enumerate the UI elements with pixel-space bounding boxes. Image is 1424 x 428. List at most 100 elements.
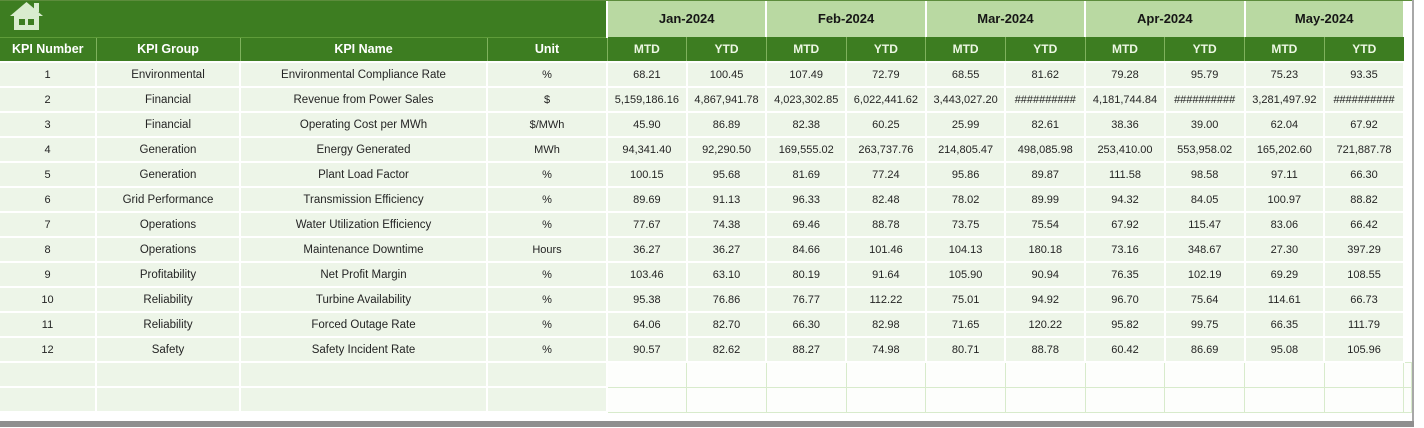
cell-value[interactable]: 107.49 (766, 62, 848, 88)
cell-kpi-number[interactable]: 11 (0, 312, 97, 338)
empty-month-cell[interactable] (1084, 361, 1166, 388)
cell-value[interactable]: 66.30 (766, 312, 848, 338)
cell-value[interactable]: 67.92 (1324, 112, 1405, 138)
cell-value[interactable]: 120.22 (1005, 312, 1087, 338)
cell-value[interactable]: 84.66 (766, 237, 848, 263)
subheader-apr-2024-mtd[interactable]: MTD (1084, 37, 1165, 63)
cell-kpi-name[interactable]: Forced Outage Rate (240, 312, 488, 338)
empty-month-cell[interactable] (765, 361, 847, 388)
empty-month-cell[interactable] (1084, 386, 1166, 413)
empty-month-cell[interactable] (1164, 361, 1245, 388)
cell-value[interactable]: 38.36 (1085, 112, 1166, 138)
cell-value[interactable]: 101.46 (846, 237, 927, 263)
empty-month-cell[interactable] (1323, 361, 1405, 388)
cell-value[interactable]: 94.32 (1085, 187, 1166, 213)
cell-value[interactable]: 88.27 (766, 337, 848, 363)
cell-value[interactable]: 83.06 (1244, 212, 1326, 238)
cell-value[interactable]: 180.18 (1005, 237, 1087, 263)
cell-value[interactable]: 69.46 (766, 212, 848, 238)
cell-value[interactable]: 3,443,027.20 (925, 87, 1007, 113)
cell-value[interactable]: 111.58 (1085, 162, 1166, 188)
cell-value[interactable]: 105.96 (1324, 337, 1405, 363)
cell-value[interactable]: 77.67 (607, 212, 688, 238)
cell-value[interactable]: 95.68 (686, 162, 768, 188)
cell-value[interactable]: 95.08 (1244, 337, 1326, 363)
cell-value[interactable]: 76.86 (686, 287, 768, 313)
empty-left-cell[interactable] (96, 387, 241, 413)
cell-value[interactable]: 95.79 (1164, 62, 1246, 88)
empty-month-cell[interactable] (765, 386, 847, 413)
cell-value[interactable]: 95.86 (925, 162, 1007, 188)
cell-value[interactable]: 62.04 (1244, 112, 1326, 138)
cell-value[interactable]: 72.79 (846, 62, 927, 88)
cell-value[interactable]: 82.61 (1005, 112, 1087, 138)
empty-month-cell[interactable] (1004, 386, 1086, 413)
cell-value[interactable]: 75.23 (1244, 62, 1326, 88)
cell-value[interactable]: 74.38 (686, 212, 768, 238)
subheader-mar-2024-ytd[interactable]: YTD (1004, 37, 1086, 63)
cell-unit[interactable]: % (487, 212, 608, 238)
cell-value[interactable]: 97.11 (1244, 162, 1326, 188)
cell-value[interactable]: 78.02 (925, 187, 1007, 213)
cell-value[interactable]: 68.55 (925, 62, 1007, 88)
cell-kpi-group[interactable]: Reliability (96, 287, 241, 313)
cell-kpi-name[interactable]: Plant Load Factor (240, 162, 488, 188)
subheader-may-2024-ytd[interactable]: YTD (1323, 37, 1404, 63)
cell-unit[interactable]: $/MWh (487, 112, 608, 138)
cell-value[interactable]: 165,202.60 (1244, 137, 1326, 163)
cell-value[interactable]: 108.55 (1324, 262, 1405, 288)
cell-value[interactable]: 60.25 (846, 112, 927, 138)
subheader-apr-2024-ytd[interactable]: YTD (1164, 37, 1245, 63)
cell-value[interactable]: 3,281,497.92 (1244, 87, 1326, 113)
cell-unit[interactable]: $ (487, 87, 608, 113)
empty-month-cell[interactable] (845, 386, 927, 413)
cell-value[interactable]: 84.05 (1164, 187, 1246, 213)
cell-value[interactable]: 77.24 (846, 162, 927, 188)
cell-kpi-name[interactable]: Safety Incident Rate (240, 337, 488, 363)
column-header-kpi-name[interactable]: KPI Name (239, 36, 487, 63)
cell-kpi-name[interactable]: Turbine Availability (240, 287, 488, 313)
cell-value[interactable]: 74.98 (846, 337, 927, 363)
cell-value[interactable]: 111.79 (1324, 312, 1405, 338)
cell-value[interactable]: 36.27 (686, 237, 768, 263)
cell-value[interactable]: 81.69 (766, 162, 848, 188)
empty-left-cell[interactable] (240, 387, 488, 413)
cell-value[interactable]: 95.38 (607, 287, 688, 313)
subheader-may-2024-mtd[interactable]: MTD (1244, 37, 1325, 63)
cell-value[interactable]: 71.65 (925, 312, 1007, 338)
cell-value[interactable]: 76.77 (766, 287, 848, 313)
cell-kpi-name[interactable]: Transmission Efficiency (240, 187, 488, 213)
cell-value[interactable]: 94,341.40 (607, 137, 688, 163)
cell-kpi-number[interactable]: 5 (0, 162, 97, 188)
empty-left-cell[interactable] (240, 362, 488, 388)
cell-value[interactable]: 96.33 (766, 187, 848, 213)
empty-month-cell[interactable] (925, 386, 1006, 413)
cell-kpi-group[interactable]: Financial (96, 112, 241, 138)
cell-value[interactable]: 69.29 (1244, 262, 1326, 288)
month-header-apr-2024[interactable]: Apr-2024 (1084, 0, 1246, 37)
cell-value[interactable]: 88.82 (1324, 187, 1405, 213)
cell-value[interactable]: 89.69 (607, 187, 688, 213)
cell-kpi-group[interactable]: Profitability (96, 262, 241, 288)
cell-value[interactable]: 63.10 (686, 262, 768, 288)
cell-value[interactable]: 103.46 (607, 262, 688, 288)
cell-value[interactable]: 86.69 (1164, 337, 1246, 363)
cell-value[interactable]: 253,410.00 (1085, 137, 1166, 163)
cell-value[interactable]: 93.35 (1324, 62, 1405, 88)
cell-value[interactable]: 64.06 (607, 312, 688, 338)
cell-value[interactable]: 89.99 (1005, 187, 1087, 213)
cell-kpi-name[interactable]: Maintenance Downtime (240, 237, 488, 263)
cell-value[interactable]: ########## (1164, 87, 1246, 113)
cell-value[interactable]: 75.64 (1164, 287, 1246, 313)
cell-value[interactable]: 82.48 (846, 187, 927, 213)
cell-unit[interactable]: MWh (487, 137, 608, 163)
cell-value[interactable]: 79.28 (1085, 62, 1166, 88)
cell-value[interactable]: 96.70 (1085, 287, 1166, 313)
cell-kpi-name[interactable]: Energy Generated (240, 137, 488, 163)
cell-value[interactable]: 99.75 (1164, 312, 1246, 338)
empty-month-cell[interactable] (606, 386, 688, 413)
cell-value[interactable]: 82.38 (766, 112, 848, 138)
cell-value[interactable]: 397.29 (1324, 237, 1405, 263)
cell-value[interactable]: 67.92 (1085, 212, 1166, 238)
cell-value[interactable]: 498,085.98 (1005, 137, 1087, 163)
